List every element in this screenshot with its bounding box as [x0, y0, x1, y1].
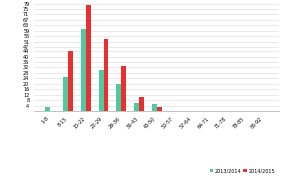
Bar — [63, 77, 68, 111]
Bar — [103, 39, 109, 111]
Bar — [152, 104, 157, 111]
Bar — [86, 5, 91, 111]
Bar — [134, 103, 139, 111]
Bar — [157, 107, 162, 111]
Bar — [81, 29, 86, 111]
Bar — [45, 107, 50, 111]
Bar — [99, 70, 103, 111]
Legend: 2013/2014, 2014/2015: 2013/2014, 2014/2015 — [208, 166, 277, 175]
Bar — [121, 66, 126, 111]
Bar — [139, 97, 144, 111]
Bar — [116, 84, 121, 111]
Bar — [68, 51, 73, 111]
